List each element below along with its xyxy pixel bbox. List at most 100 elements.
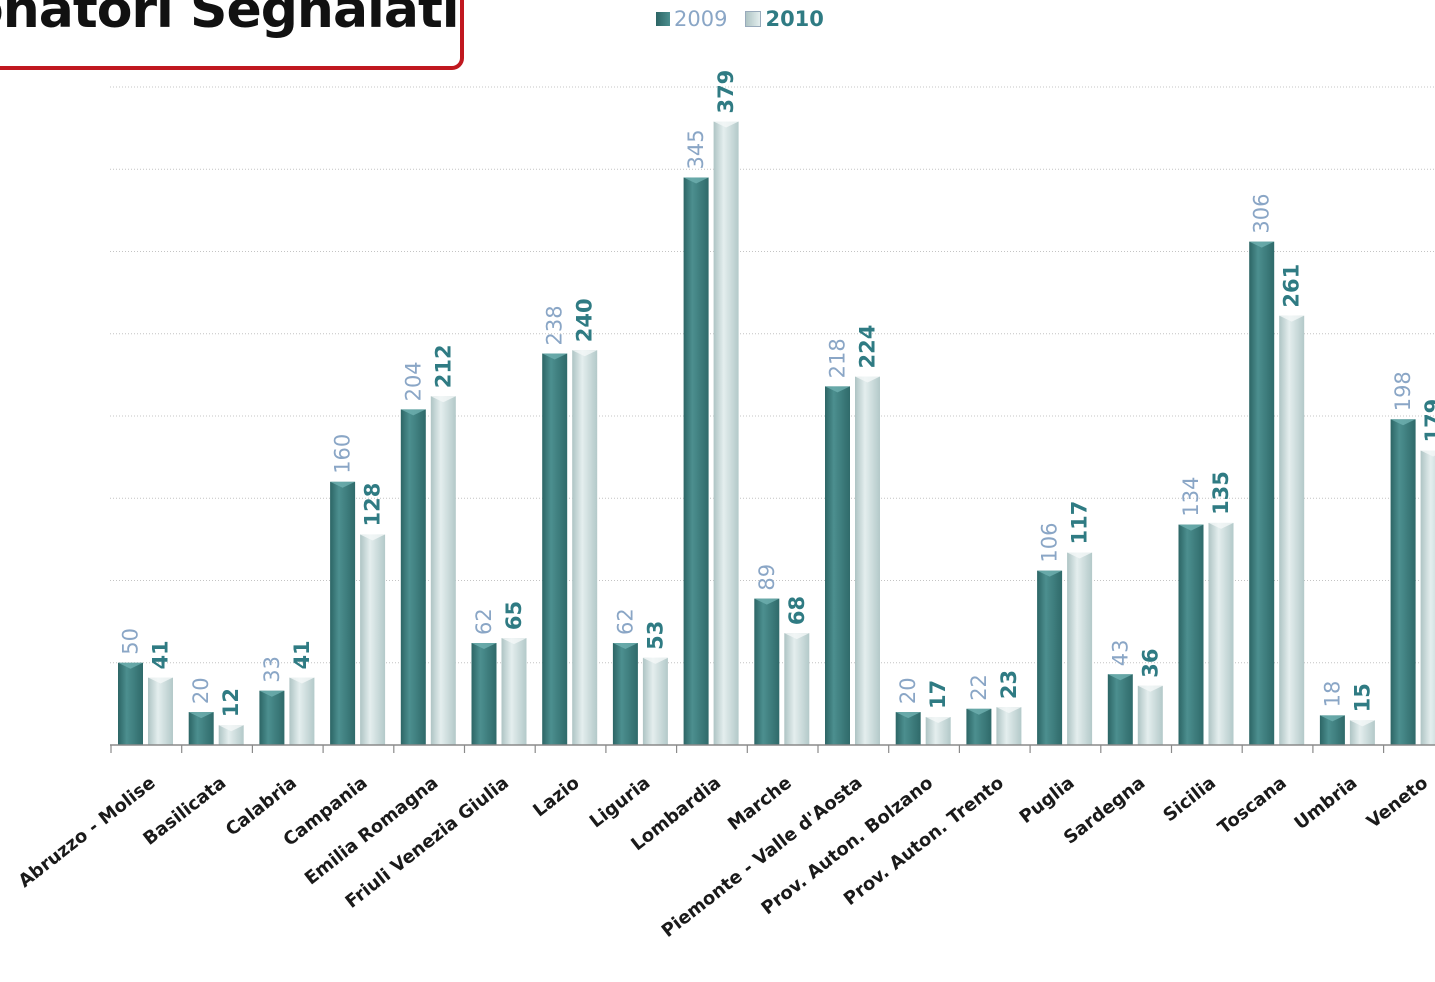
- bar-2009: [683, 177, 709, 746]
- bar-cap-2010: [148, 677, 173, 684]
- bar-2010: [1420, 450, 1435, 745]
- category-label: Lazio: [529, 772, 583, 821]
- legend-item-2009: 2009: [656, 7, 727, 31]
- value-label-2010: 135: [1209, 471, 1233, 515]
- bar-cap-2009: [1178, 524, 1204, 531]
- bar-cap-2009: [1390, 419, 1416, 426]
- value-label-2009: 345: [684, 129, 708, 169]
- bar-2010: [642, 657, 668, 745]
- bar-2009: [966, 708, 992, 745]
- value-label-2009: 62: [613, 608, 637, 635]
- legend: 2009 2010: [656, 7, 824, 31]
- bar-2010: [572, 350, 598, 745]
- bar-2009: [400, 409, 426, 745]
- value-label-2009: 160: [331, 434, 355, 474]
- value-label-2009: 33: [260, 656, 284, 683]
- value-label-2010: 23: [997, 670, 1021, 699]
- category-label: Liguria: [586, 772, 655, 832]
- bar-2009: [1178, 524, 1204, 745]
- bar-2009: [1107, 674, 1133, 745]
- value-label-2010: 41: [290, 640, 314, 669]
- value-label-2009: 62: [472, 608, 496, 635]
- category-label: Toscana: [1214, 772, 1291, 838]
- value-label-2009: 306: [1250, 194, 1274, 234]
- bar-cap-2009: [1249, 241, 1275, 248]
- value-label-2009: 89: [755, 564, 779, 591]
- bar-2009: [471, 643, 497, 745]
- bar-2010: [713, 121, 739, 746]
- value-label-2010: 379: [714, 70, 738, 114]
- bar-2010: [996, 707, 1022, 745]
- value-label-2009: 18: [1320, 681, 1344, 708]
- bar-2009: [330, 481, 356, 745]
- value-label-2009: 20: [189, 677, 213, 704]
- value-label-2010: 12: [219, 688, 243, 717]
- value-label-2009: 218: [826, 338, 850, 378]
- x-axis: [110, 744, 1435, 753]
- bar-2010: [855, 376, 880, 745]
- bar-cap-2010: [572, 350, 598, 357]
- bar-2009: [542, 353, 568, 745]
- bar-cap-2009: [188, 712, 214, 719]
- value-label-2009: 134: [1179, 476, 1203, 516]
- value-label-2010: 36: [1138, 649, 1162, 678]
- bar-2010: [1067, 552, 1093, 745]
- value-label-2010: 224: [856, 325, 880, 369]
- bar-cap-2009: [683, 177, 709, 184]
- bar-cap-2010: [784, 633, 810, 640]
- bar-cap-2010: [501, 638, 527, 645]
- value-label-2009: 20: [896, 677, 920, 704]
- value-label-2010: 128: [361, 483, 385, 527]
- bar-cap-2010: [1067, 552, 1093, 559]
- category-label: Veneto: [1363, 772, 1432, 832]
- category-labels: Abruzzo - MoliseBasilicataCalabriaCampan…: [15, 772, 1432, 941]
- bar-cap-2010: [713, 121, 739, 128]
- bar-cap-2010: [996, 707, 1022, 714]
- bar-2009: [1249, 241, 1275, 745]
- value-label-2009: 204: [401, 361, 425, 401]
- bar-2010: [1137, 685, 1163, 745]
- bar-cap-2010: [1208, 522, 1234, 529]
- bar-2009: [825, 386, 850, 745]
- value-label-2010: 261: [1280, 264, 1304, 308]
- bar-2010: [360, 534, 386, 745]
- bar-2010: [430, 396, 456, 745]
- bar-cap-2009: [612, 643, 638, 650]
- bar-2009: [259, 690, 285, 745]
- bar-2010: [148, 677, 173, 745]
- bar-2010: [218, 725, 244, 745]
- bar-2009: [1390, 419, 1416, 745]
- category-label: Umbria: [1291, 772, 1362, 834]
- bar-2010: [1208, 522, 1234, 745]
- value-label-2010: 117: [1068, 501, 1092, 545]
- bar-2010: [1279, 315, 1305, 745]
- bar-cap-2010: [1137, 685, 1163, 692]
- bar-cap-2010: [430, 396, 456, 403]
- legend-swatch-2009: [656, 12, 670, 26]
- value-label-2010: 212: [431, 344, 455, 388]
- value-label-2010: 53: [643, 621, 667, 650]
- legend-swatch-2010: [745, 11, 762, 27]
- bar-2009: [118, 662, 143, 745]
- bar-cap-2010: [855, 376, 880, 383]
- bar-2009: [612, 643, 638, 745]
- bar-cap-2010: [1279, 315, 1305, 322]
- bar-cap-2010: [360, 534, 386, 541]
- legend-item-2010: 2010: [745, 7, 824, 31]
- bar-2010: [784, 633, 810, 745]
- value-label-2009: 50: [119, 628, 143, 655]
- value-label-2010: 65: [502, 601, 526, 630]
- bars: [118, 121, 1435, 746]
- bar-cap-2009: [825, 386, 850, 393]
- legend-label-2009: 2009: [674, 7, 728, 31]
- value-label-2009: 22: [967, 674, 991, 701]
- bar-cap-2009: [542, 353, 568, 360]
- value-label-2010: 41: [149, 640, 173, 669]
- bar-cap-2009: [1107, 674, 1133, 681]
- bar-cap-2010: [925, 717, 951, 724]
- bar-cap-2010: [1349, 720, 1375, 727]
- bar-cap-2010: [1420, 450, 1435, 457]
- bar-cap-2010: [289, 677, 315, 684]
- bar-cap-2010: [642, 657, 668, 664]
